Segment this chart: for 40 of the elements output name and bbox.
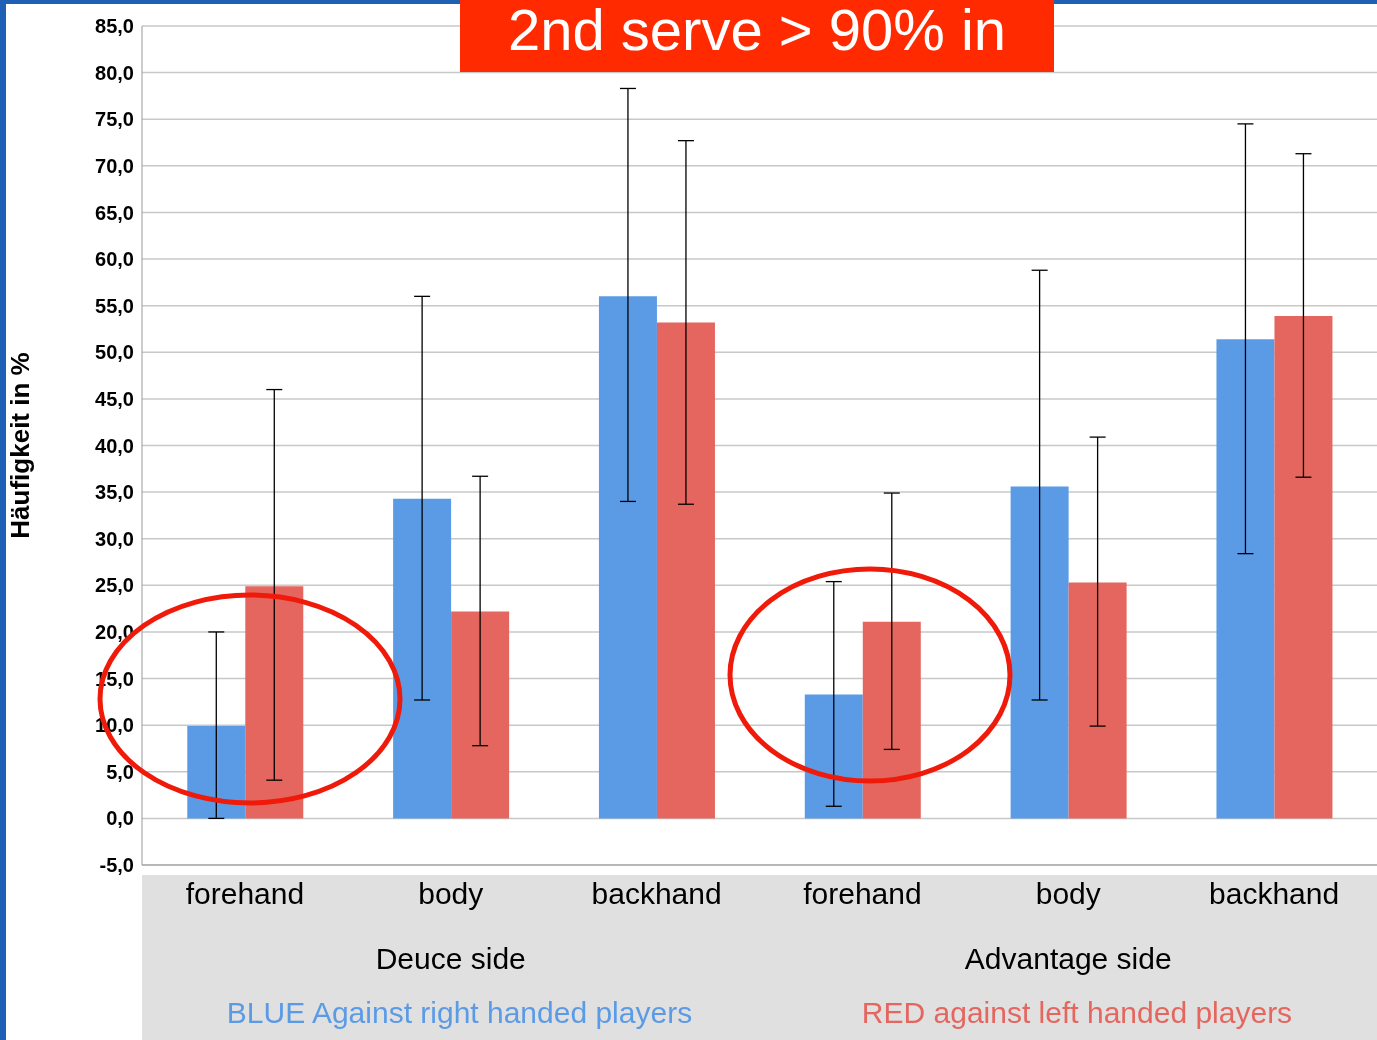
y-tick-label: 25,0 [95,574,134,597]
y-axis-title: Häufigkeit in % [5,352,36,539]
bar [1068,582,1127,819]
y-tick-label: 70,0 [95,154,134,177]
y-tick-label: 30,0 [95,527,134,550]
x-tick-label: body [418,877,484,911]
y-tick-label: 55,0 [95,294,134,317]
y-tick-label: 50,0 [95,341,134,364]
text: Deuce side [374,942,527,976]
y-tick-label: 5,0 [106,760,134,783]
y-tick-label: 0,0 [106,807,134,830]
y-tick-label: -5,0 [99,854,134,877]
bar [1216,339,1275,819]
bar [1010,486,1069,819]
y-tick-label: 35,0 [95,481,134,504]
x-tick-label: forehand [185,877,305,911]
x-tick-label: backhand [591,877,722,911]
x-tick-label: body [1035,877,1101,911]
y-tick-label: 85,0 [95,15,134,38]
y-tick-label: 60,0 [95,248,134,271]
y-tick-label: 80,0 [95,61,134,84]
x-tick-label: forehand [803,877,922,911]
bar [656,322,715,819]
bar [862,621,921,819]
bar [598,296,657,819]
bar [187,726,246,819]
chart-title: 2nd serve > 90% in [460,0,1054,72]
bar [393,498,452,819]
bar [804,694,863,819]
y-tick-label: 65,0 [95,201,134,224]
text: Advantage side [963,942,1173,976]
text: BLUE Against right handed players [226,996,693,1029]
y-tick-label: 75,0 [95,108,134,131]
bar [245,586,304,819]
text: RED against left handed players [861,996,1293,1029]
y-tick-label: 40,0 [95,434,134,457]
bar [1274,315,1333,819]
bar [451,611,510,819]
x-tick-label: backhand [1209,877,1340,911]
y-tick-label: 45,0 [95,387,134,410]
